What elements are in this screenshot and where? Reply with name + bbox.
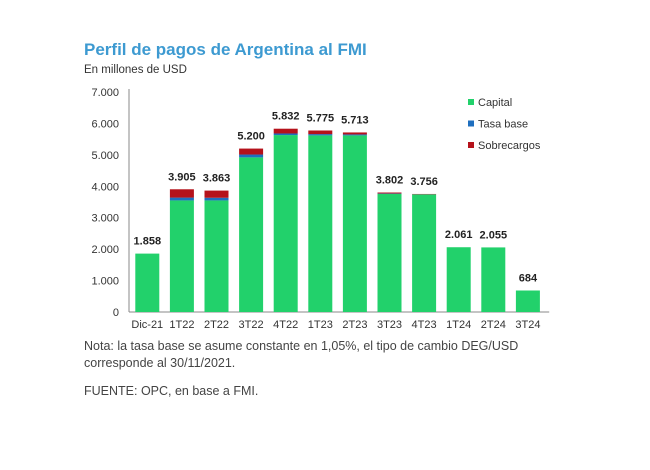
bar-tasa-base	[273, 133, 298, 136]
bar-capital	[169, 200, 194, 312]
x-tick-label: 2T22	[204, 319, 229, 331]
bar-capital	[239, 157, 264, 312]
bar-capital	[308, 135, 333, 312]
legend-swatch-tasa-base	[468, 120, 474, 127]
bar-capital	[273, 135, 298, 312]
bar-tasa-base	[239, 154, 264, 158]
bar-sobrecargos	[204, 190, 229, 198]
bar-capital	[342, 135, 367, 312]
y-tick-label: 4.000	[91, 181, 119, 193]
bar-total-label: 2.061	[445, 229, 473, 241]
x-tick-label: 3T24	[515, 319, 540, 331]
bar-capital	[481, 247, 506, 312]
y-tick-label: 7.000	[91, 87, 119, 99]
x-tick-label: 3T22	[239, 319, 264, 331]
y-tick-label: 3.000	[91, 213, 119, 225]
bars-group: 1.858 3.905 3.863 5.200 5.832 5.775 5.713 3.802…	[134, 111, 540, 312]
bar-total-label: 5.832	[272, 111, 300, 123]
bar-total-label: 5.200	[237, 131, 265, 143]
y-tick-label: 1.000	[91, 276, 119, 288]
bar-sobrecargos	[308, 130, 333, 135]
bar-capital	[204, 200, 229, 312]
bar-total-label: 2.055	[480, 229, 508, 241]
x-axis: Dic-21 1T22 2T22 3T22 4T22 1T23 2T23 3T23 4T23 1T…	[129, 311, 550, 331]
legend-label: Capital	[478, 97, 512, 109]
x-tick-label: 4T23	[412, 319, 437, 331]
x-tick-label: 3T23	[377, 319, 402, 331]
x-tick-label: 2T23	[342, 319, 367, 331]
x-tick-label: 1T23	[308, 319, 333, 331]
chart-source: FUENTE: OPC, en base a FMI.	[84, 384, 259, 398]
legend-swatch-sobrecargos	[468, 142, 474, 148]
bar-sobrecargos	[239, 148, 264, 155]
bar-total-label: 1.858	[134, 236, 162, 248]
chart-title: Perfil de pagos de Argentina al FMI	[84, 40, 367, 59]
legend-swatch-capital	[468, 99, 474, 105]
bar-capital	[412, 194, 437, 312]
bar-total-label: 5.775	[307, 113, 335, 125]
y-tick-label: 5.000	[91, 150, 119, 162]
bar-tasa-base	[342, 134, 367, 136]
chart-subtitle: En millones de USD	[84, 64, 187, 76]
y-tick-label: 6.000	[91, 118, 119, 130]
y-axis: 0 1.000 2.000 3.000 4.000 5.000 6.000 7.000	[91, 87, 130, 319]
bar-sobrecargos	[377, 192, 402, 194]
bar-tasa-base	[204, 197, 229, 201]
bar-sobrecargos	[169, 189, 194, 198]
bar-capital	[135, 253, 160, 312]
x-tick-label: Dic-21	[131, 319, 163, 331]
chart-note: Nota: la tasa base se asume constante en…	[84, 339, 519, 370]
legend-label: Tasa base	[478, 119, 528, 131]
x-tick-label: 4T22	[273, 319, 298, 331]
bar-tasa-base	[169, 197, 194, 201]
bar-total-label: 5.713	[341, 114, 369, 126]
x-tick-label: 1T22	[169, 319, 194, 331]
bar-sobrecargos	[342, 132, 367, 135]
bar-total-label: 684	[519, 273, 538, 285]
bar-capital	[515, 290, 540, 312]
bar-total-label: 3.905	[168, 171, 196, 183]
bar-capital	[446, 247, 471, 312]
bar-total-label: 3.756	[410, 176, 438, 188]
bar-tasa-base	[308, 134, 333, 136]
legend-label: Sobrecargos	[478, 140, 541, 152]
x-tick-label: 1T24	[446, 319, 471, 331]
bar-total-label: 3.863	[203, 173, 231, 185]
bar-sobrecargos	[273, 128, 298, 134]
y-tick-label: 2.000	[91, 244, 119, 256]
bar-total-label: 3.802	[376, 175, 404, 187]
x-tick-label: 2T24	[481, 319, 506, 331]
y-tick-label: 0	[113, 307, 119, 319]
bar-capital	[377, 193, 402, 312]
legend: Capital Tasa base Sobrecargos	[468, 97, 541, 152]
